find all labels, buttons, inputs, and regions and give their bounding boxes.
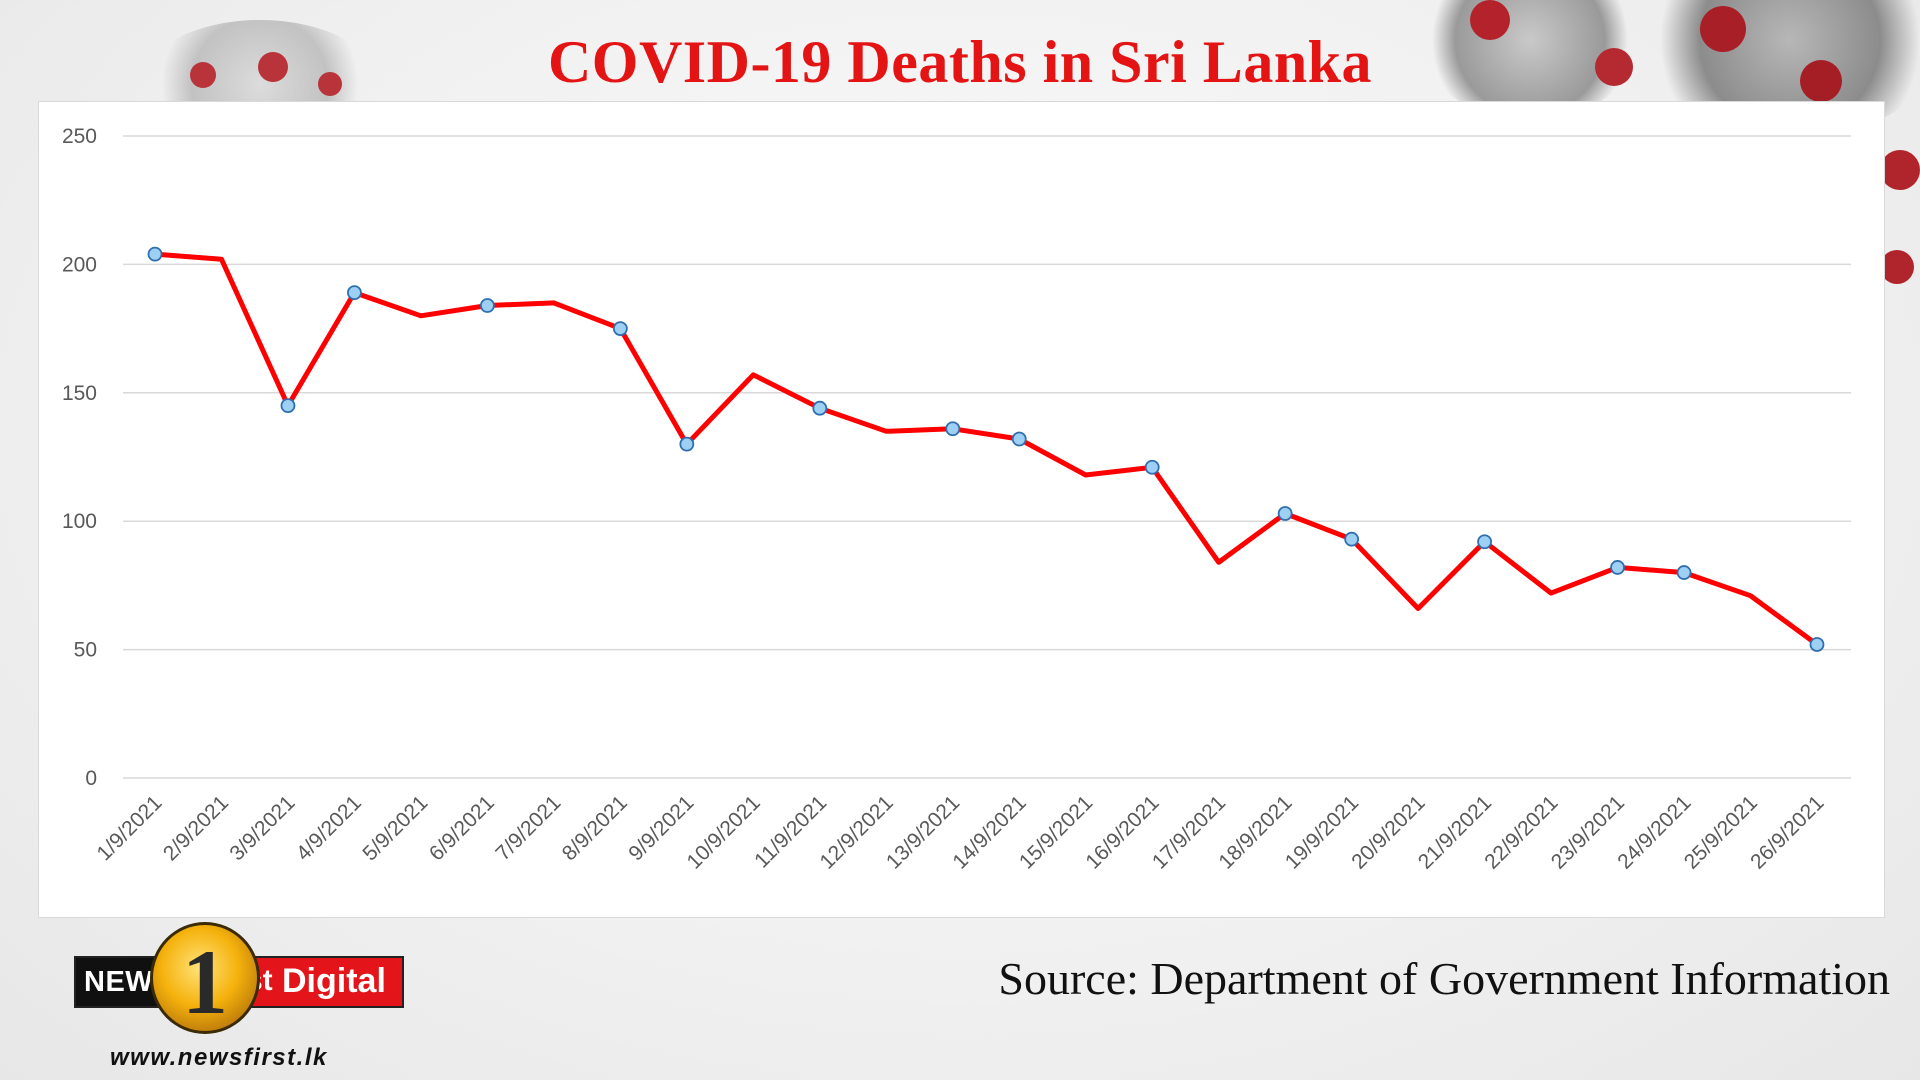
data-point bbox=[812, 400, 828, 416]
virus-decoration-icon bbox=[1470, 0, 1510, 40]
virus-decoration-icon bbox=[1880, 150, 1920, 190]
y-tick-label: 200 bbox=[62, 253, 97, 276]
y-tick-label: 100 bbox=[62, 510, 97, 533]
data-point bbox=[1676, 565, 1692, 580]
data-point bbox=[945, 421, 961, 437]
data-point bbox=[1011, 431, 1027, 447]
x-tick-label: 26/9/2021 bbox=[1746, 791, 1828, 873]
x-tick-label: 10/9/2021 bbox=[683, 791, 765, 873]
virus-decoration-icon bbox=[1700, 6, 1746, 52]
source-note: Source: Department of Government Informa… bbox=[998, 953, 1890, 1004]
x-tick-label: 5/9/2021 bbox=[358, 791, 432, 865]
y-tick-label: 150 bbox=[62, 382, 97, 405]
virus-decoration-icon bbox=[318, 72, 342, 96]
data-point bbox=[679, 436, 695, 452]
x-tick-label: 1/9/2021 bbox=[92, 791, 166, 865]
logo-digital-text: Digital bbox=[282, 962, 386, 1000]
data-point bbox=[1610, 560, 1625, 575]
data-point bbox=[347, 285, 362, 301]
x-tick-label: 2/9/2021 bbox=[159, 791, 233, 865]
newsfirst-logo: NEWS Digital st 1 www.newsfirst.lk bbox=[74, 922, 404, 1072]
x-tick-label: 6/9/2021 bbox=[425, 791, 499, 865]
y-tick-label: 0 bbox=[85, 767, 97, 790]
data-point bbox=[1344, 531, 1360, 547]
virus-decoration-icon bbox=[1880, 250, 1914, 284]
series-line bbox=[152, 251, 1820, 647]
data-point bbox=[1809, 637, 1825, 652]
logo-badge-number: 1 bbox=[182, 931, 228, 1033]
data-point bbox=[1277, 506, 1293, 521]
logo-url: www.newsfirst.lk bbox=[110, 1044, 328, 1071]
virus-decoration-icon bbox=[190, 62, 216, 88]
virus-decoration-icon bbox=[1800, 60, 1842, 102]
virus-decoration-icon bbox=[258, 52, 288, 82]
data-point bbox=[1477, 534, 1492, 550]
x-tick-label: 4/9/2021 bbox=[292, 791, 366, 865]
x-tick-label: 3/9/2021 bbox=[225, 791, 299, 865]
data-point bbox=[479, 298, 495, 313]
y-tick-label: 250 bbox=[62, 125, 97, 148]
logo-badge-icon: 1 bbox=[150, 922, 260, 1034]
line-chart: 0 50 100 150 200 250 1/9/20212/9/20213/9/20214… bbox=[62, 125, 1851, 874]
data-point bbox=[612, 321, 628, 337]
data-point bbox=[280, 398, 296, 414]
data-point bbox=[1144, 459, 1160, 475]
virus-decoration-icon bbox=[1595, 48, 1633, 86]
chart-panel: 0 50 100 150 200 250 1/9/2021 2/9/2021 3/9/2021 4… bbox=[38, 101, 1885, 918]
x-tick-label: 8/9/2021 bbox=[558, 791, 632, 865]
data-point bbox=[147, 246, 163, 262]
y-tick-label: 50 bbox=[74, 639, 97, 662]
x-tick-label: 7/9/2021 bbox=[491, 791, 565, 865]
chart-title: COVID-19 Deaths in Sri Lanka bbox=[547, 29, 1373, 95]
